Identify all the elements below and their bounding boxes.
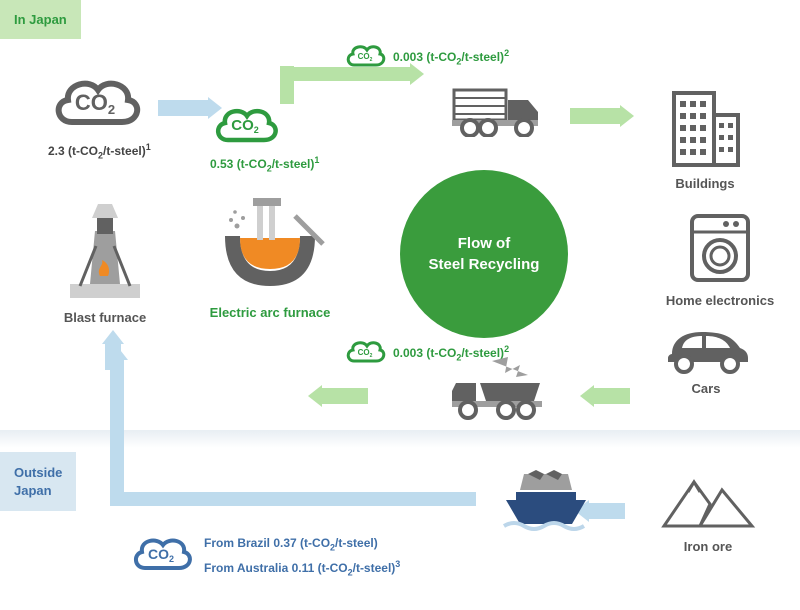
flow-arrow <box>570 105 634 127</box>
node-cars: Cars <box>660 322 752 396</box>
flow-arrow <box>106 346 128 506</box>
cars-label: Cars <box>660 381 752 396</box>
svg-text:CO2: CO2 <box>358 52 373 63</box>
buildings-icon <box>660 85 750 172</box>
node-blast_furnace: Blast furnace <box>55 196 155 325</box>
co2-ship-line-1: From Australia 0.11 (t-CO2/t-steel)3 <box>204 556 400 581</box>
node-eaf: Electric arc furnace <box>205 196 335 320</box>
home_elec-icon <box>660 212 780 289</box>
co2-cloud-icon: CO2 <box>48 70 143 140</box>
blast_furnace-label: Blast furnace <box>55 310 155 325</box>
eaf-icon <box>205 196 335 301</box>
co2-ship-line-0: From Brazil 0.37 (t-CO2/t-steel) <box>204 531 400 556</box>
truck_scrap-icon <box>450 355 555 425</box>
truck_top-icon <box>450 82 545 142</box>
flow-arrow <box>308 385 368 407</box>
cars-icon <box>660 322 752 379</box>
co2-cloud-icon: CO2 <box>343 40 387 75</box>
co2-cloud-icon: CO2 <box>128 530 194 581</box>
home_elec-label: Home electronics <box>660 293 780 308</box>
center-title: Flow of Steel Recycling <box>400 170 568 338</box>
node-ship <box>500 470 592 537</box>
co2-shipping: CO2 From Brazil 0.37 (t-CO2/t-steel)From … <box>128 530 400 581</box>
svg-text:CO2: CO2 <box>358 348 373 359</box>
iron_ore-icon <box>660 470 756 535</box>
co2-truck1: CO2 0.003 (t-CO2/t-steel)2 <box>343 40 509 75</box>
iron_ore-label: Iron ore <box>660 539 756 554</box>
co2-eaf: CO2 0.53 (t-CO2/t-steel)1 <box>210 100 319 173</box>
co2-blast-value: 2.3 (t-CO2/t-steel)1 <box>48 142 151 160</box>
node-home_elec: Home electronics <box>660 212 780 308</box>
svg-text:CO2: CO2 <box>231 117 259 135</box>
blast_furnace-icon <box>55 196 155 306</box>
node-iron_ore: Iron ore <box>660 470 756 554</box>
co2-truck1-value: 0.003 (t-CO2/t-steel)2 <box>393 48 509 66</box>
ship-icon <box>500 470 592 537</box>
co2-eaf-value: 0.53 (t-CO2/t-steel)1 <box>210 155 319 173</box>
flow-arrow <box>102 330 124 370</box>
co2-cloud-icon: CO2 <box>210 100 280 153</box>
node-truck_scrap <box>450 355 555 425</box>
co2-cloud-icon: CO2 <box>343 336 387 371</box>
svg-text:CO2: CO2 <box>75 90 115 117</box>
flow-arrow <box>580 385 630 407</box>
node-truck_top <box>450 82 545 142</box>
svg-text:CO2: CO2 <box>148 546 174 564</box>
buildings-label: Buildings <box>660 176 750 191</box>
node-buildings: Buildings <box>660 85 750 191</box>
eaf-label: Electric arc furnace <box>205 305 335 320</box>
co2-blast: CO2 2.3 (t-CO2/t-steel)1 <box>48 70 151 160</box>
